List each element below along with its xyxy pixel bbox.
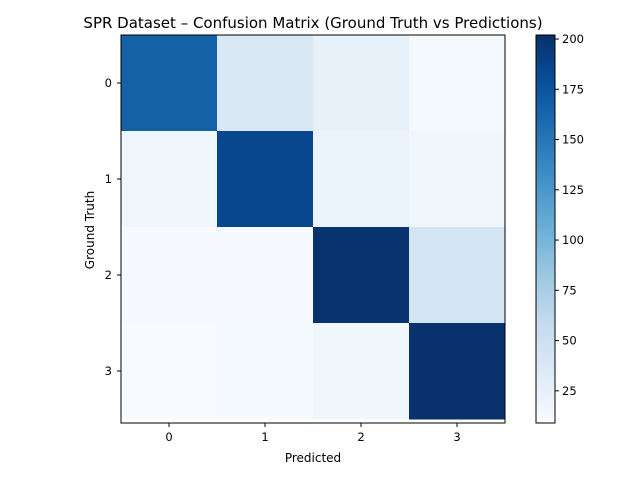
heatmap-cell-r3-c3 xyxy=(409,323,506,420)
colorbar-tick-label: 125 xyxy=(562,183,584,197)
x-axis-label: Predicted xyxy=(285,451,341,465)
y-axis-ticks: 0 1 2 3 xyxy=(105,76,121,378)
y-tick-label: 2 xyxy=(105,268,112,282)
colorbar-tick-label: 50 xyxy=(562,334,577,348)
heatmap-cell-r3-c0 xyxy=(121,323,218,420)
x-tick-label: 2 xyxy=(357,430,364,444)
plot-frame xyxy=(120,34,506,424)
heatmap-cell-r1-c1 xyxy=(217,131,314,228)
x-tick-label: 3 xyxy=(453,430,460,444)
heatmap-cell-r2-c3 xyxy=(409,227,506,324)
x-tick-label: 1 xyxy=(261,430,268,444)
heatmap-cell-r3-c1 xyxy=(217,323,314,420)
colorbar-tick-label: 150 xyxy=(562,133,584,147)
heatmap-cell-r1-c2 xyxy=(313,131,410,228)
heatmap-cell-r1-c0 xyxy=(121,131,218,228)
colorbar-tick-label: 75 xyxy=(562,283,577,297)
y-axis-label: Ground Truth xyxy=(83,191,97,269)
heatmap-cell-r0-c2 xyxy=(313,35,410,132)
colorbar-ticks: 25 50 75 100 125 150 175 200 xyxy=(555,32,584,398)
heatmap-cell-r2-c1 xyxy=(217,227,314,324)
y-tick-label: 0 xyxy=(105,76,112,90)
colorbar-tick-label: 25 xyxy=(562,384,577,398)
colorbar-tick-label: 175 xyxy=(562,82,584,96)
colorbar xyxy=(535,34,556,424)
x-axis-ticks: 0 1 2 3 xyxy=(165,423,461,444)
heatmap-cell-r2-c2 xyxy=(313,227,410,324)
chart-title: SPR Dataset – Confusion Matrix (Ground T… xyxy=(83,14,542,32)
x-tick-label: 0 xyxy=(165,430,172,444)
heatmap-cell-r0-c3 xyxy=(409,35,506,132)
colorbar-tick-label: 100 xyxy=(562,233,584,247)
heatmap-cell-r0-c0 xyxy=(121,35,218,132)
y-tick-label: 3 xyxy=(105,364,112,378)
heatmap-cell-r1-c3 xyxy=(409,131,506,228)
colorbar-tick-label: 200 xyxy=(562,32,584,46)
y-tick-label: 1 xyxy=(105,172,112,186)
heatmap-cell-r3-c2 xyxy=(313,323,410,420)
heatmap-cell-r0-c1 xyxy=(217,35,314,132)
heatmap-cell-r2-c0 xyxy=(121,227,218,324)
heatmap-cells xyxy=(121,35,506,420)
